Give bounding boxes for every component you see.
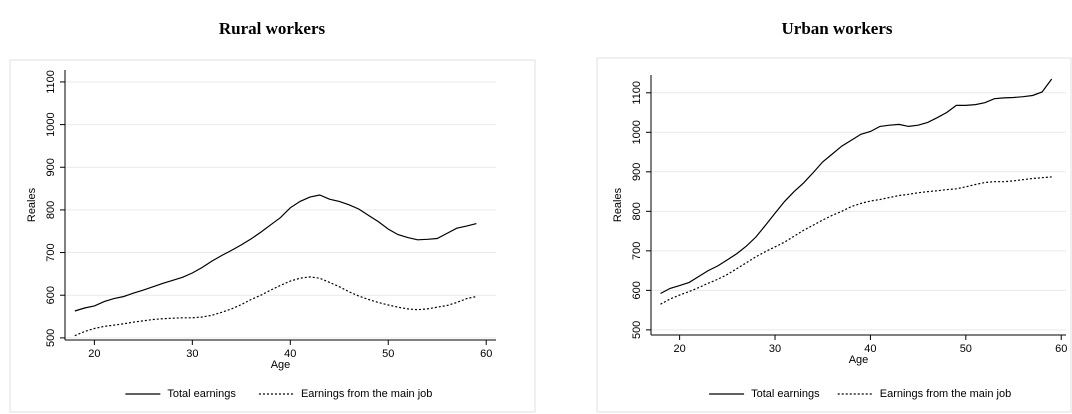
chart-title: Rural workers — [219, 19, 326, 38]
x-tick-label: 20 — [673, 343, 685, 355]
data-line — [660, 176, 1052, 305]
panel-border — [596, 57, 1072, 413]
data-line — [74, 194, 477, 312]
y-tick-label: 1000 — [631, 120, 643, 144]
legend-label: Earnings from the main job — [880, 388, 1011, 400]
y-tick-label: 600 — [45, 286, 57, 304]
y-axis-label: Reales — [612, 187, 624, 222]
y-tick-label: 1100 — [631, 81, 643, 105]
y-axis-label: Reales — [26, 187, 38, 222]
x-tick-label: 30 — [186, 348, 198, 360]
data-line — [660, 78, 1053, 295]
legend-label: Total earnings — [167, 388, 236, 400]
x-tick-label: 40 — [864, 343, 876, 355]
x-axis-label: Age — [271, 359, 291, 371]
y-tick-label: 1000 — [45, 112, 57, 136]
y-tick-label: 700 — [631, 242, 643, 260]
x-axis-label: Age — [849, 354, 869, 366]
y-tick-label: 500 — [631, 321, 643, 339]
legend-label: Total earnings — [751, 388, 820, 400]
x-tick-label: 60 — [1055, 343, 1067, 355]
y-tick-label: 500 — [45, 329, 57, 347]
x-tick-label: 60 — [480, 348, 492, 360]
x-tick-label: 40 — [284, 348, 296, 360]
y-tick-label: 600 — [631, 281, 643, 299]
y-tick-label: 800 — [631, 202, 643, 220]
data-line — [74, 276, 477, 337]
x-tick-label: 50 — [960, 343, 972, 355]
y-tick-label: 800 — [45, 201, 57, 219]
legend-label: Earnings from the main job — [301, 388, 432, 400]
y-tick-label: 900 — [45, 158, 57, 176]
x-tick-label: 50 — [382, 348, 394, 360]
y-tick-label: 1100 — [45, 70, 57, 94]
y-tick-label: 700 — [45, 243, 57, 261]
chart-title: Urban workers — [782, 19, 893, 38]
x-tick-label: 20 — [88, 348, 100, 360]
y-tick-label: 900 — [631, 163, 643, 181]
panel-border — [9, 59, 536, 413]
x-tick-label: 30 — [769, 343, 781, 355]
